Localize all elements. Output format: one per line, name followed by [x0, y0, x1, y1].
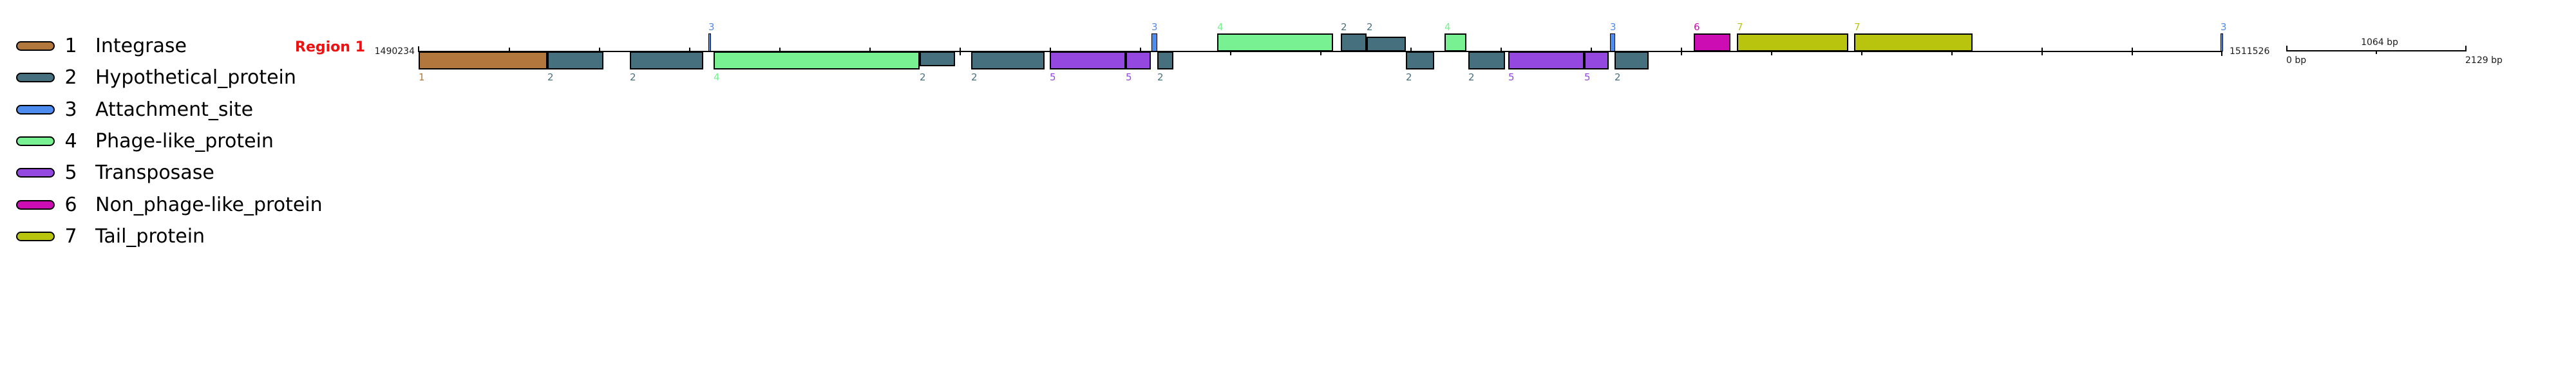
ruler-end-tick: [2221, 48, 2222, 56]
legend-label: Transposase: [95, 161, 214, 185]
gene-box-attachment_site[interactable]: [1151, 33, 1157, 51]
gene-box-hypothetical_protein[interactable]: [1615, 51, 1649, 69]
gene-number-label: 2: [1615, 71, 1621, 83]
gene-number-label: 2: [971, 71, 978, 83]
ruler-start-tick: [418, 46, 419, 52]
gene-number-label: 2: [630, 71, 636, 83]
legend-swatch-icon: [16, 73, 55, 83]
region-title: Region 1: [295, 39, 365, 55]
gene-number-label: 4: [1444, 21, 1451, 33]
gene-number-label: 3: [708, 21, 715, 33]
legend-label: Integrase: [95, 35, 187, 57]
ruler-end-coordinate: 1511526: [2230, 46, 2270, 57]
ruler-start-coordinate: 1490234: [374, 46, 415, 57]
gene-box-hypothetical_protein[interactable]: [920, 51, 955, 66]
gene-number-label: 2: [920, 71, 926, 83]
gene-number-label: 5: [1584, 71, 1591, 83]
legend-swatch-icon: [16, 199, 55, 210]
gene-box-hypothetical_protein[interactable]: [971, 51, 1045, 69]
gene-number-label: 6: [1694, 21, 1700, 33]
scale-bar-left-tick: [2286, 46, 2287, 51]
legend-swatch-icon: [16, 41, 55, 51]
gene-number-label: 7: [1854, 21, 1861, 33]
scale-bar-left-label: 0 bp: [2286, 55, 2307, 66]
gene-box-hypothetical_protein[interactable]: [547, 51, 603, 69]
legend-label: Hypothetical_protein: [95, 66, 296, 89]
gene-box-hypothetical_protein[interactable]: [630, 51, 703, 69]
gene-box-hypothetical_protein[interactable]: [1406, 51, 1434, 69]
legend-swatch-icon: [16, 104, 55, 115]
gene-box-tail_protein[interactable]: [1737, 33, 1848, 51]
genome-ruler-baseline: [419, 51, 2222, 52]
legend-number: 7: [64, 225, 77, 248]
legend-number: 2: [64, 66, 77, 89]
gene-box-attachment_site[interactable]: [708, 33, 711, 51]
gene-box-phage-like_protein[interactable]: [1217, 33, 1333, 51]
gene-number-label: 2: [1406, 71, 1412, 83]
legend-label: Tail_protein: [95, 225, 205, 248]
legend-swatch-icon: [16, 231, 55, 241]
gene-number-label: 2: [1157, 71, 1164, 83]
gene-box-attachment_site[interactable]: [1610, 33, 1615, 51]
gene-number-label: 4: [714, 71, 720, 83]
gene-box-attachment_site[interactable]: [2221, 33, 2223, 51]
legend-label: Non_phage-like_protein: [95, 193, 323, 216]
legend-swatch-icon: [16, 136, 55, 146]
scale-bar-right-label: 2129 bp: [2465, 55, 2503, 66]
gene-box-transposase[interactable]: [1126, 51, 1151, 69]
gene-box-hypothetical_protein[interactable]: [1468, 51, 1505, 69]
scale-bar-mid-label: 1064 bp: [2361, 37, 2398, 48]
legend-number: 3: [64, 98, 77, 121]
legend-number: 5: [64, 161, 77, 185]
gene-box-hypothetical_protein[interactable]: [1341, 33, 1367, 51]
gene-number-label: 4: [1217, 21, 1224, 33]
gene-box-transposase[interactable]: [1584, 51, 1609, 69]
gene-number-label: 3: [1610, 21, 1616, 33]
gene-box-transposase[interactable]: [1050, 51, 1126, 69]
gene-number-label: 2: [1367, 21, 1373, 33]
gene-number-label: 5: [1508, 71, 1515, 83]
gene-number-label: 5: [1126, 71, 1132, 83]
gene-number-label: 5: [1050, 71, 1056, 83]
gene-box-tail_protein[interactable]: [1854, 33, 1973, 51]
gene-box-non_phage-like_protein[interactable]: [1694, 33, 1730, 51]
gene-box-hypothetical_protein[interactable]: [1367, 37, 1406, 51]
gene-box-transposase[interactable]: [1508, 51, 1584, 69]
gene-number-label: 7: [1737, 21, 1743, 33]
gene-number-label: 2: [1468, 71, 1475, 83]
legend-swatch-icon: [16, 168, 55, 178]
gene-number-label: 2: [547, 71, 554, 83]
legend-label: Attachment_site: [95, 98, 254, 121]
gene-number-label: 3: [2221, 21, 2227, 33]
legend-number: 1: [64, 35, 77, 57]
gene-number-label: 1: [419, 71, 425, 83]
scale-bar-right-tick: [2465, 46, 2467, 51]
legend-number: 4: [64, 129, 77, 152]
gene-box-integrase[interactable]: [419, 51, 547, 69]
scale-bar-mid-tick: [2376, 50, 2377, 54]
gene-box-phage-like_protein[interactable]: [1444, 33, 1466, 51]
legend-label: Phage-like_protein: [95, 129, 274, 152]
legend-number: 6: [64, 193, 77, 216]
gene-box-phage-like_protein[interactable]: [714, 51, 920, 69]
gene-number-label: 2: [1341, 21, 1347, 33]
gene-number-label: 3: [1151, 21, 1158, 33]
gene-box-hypothetical_protein[interactable]: [1157, 51, 1173, 69]
